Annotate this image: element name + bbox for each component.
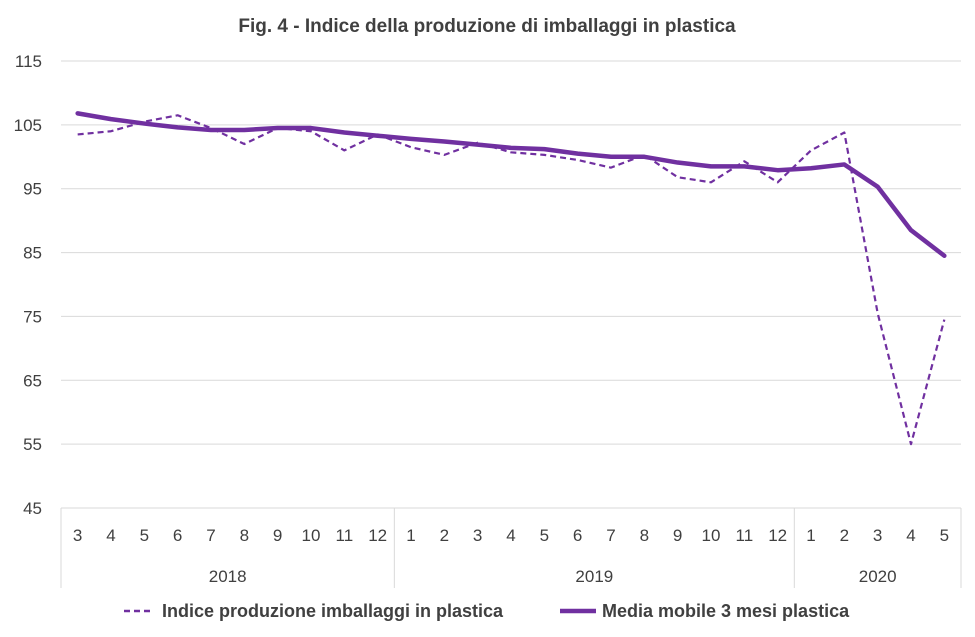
legend-label: Indice produzione imballaggi in plastica [162, 601, 504, 621]
y-tick-label: 65 [23, 371, 42, 390]
x-tick-label: 5 [940, 526, 949, 545]
gridlines [61, 60, 961, 509]
x-tick-label: 12 [368, 526, 387, 545]
series-lines [75, 111, 947, 446]
moving-average-series-line [75, 111, 947, 259]
x-tick-label: 7 [206, 526, 215, 545]
x-tick-label: 10 [302, 526, 321, 545]
x-tick-label: 4 [906, 526, 915, 545]
x-tick-label: 4 [106, 526, 115, 545]
x-tick-label: 12 [768, 526, 787, 545]
x-tick-label: 2 [440, 526, 449, 545]
year-group-label: 2019 [575, 567, 613, 586]
year-group-label: 2020 [859, 567, 897, 586]
y-tick-label: 95 [23, 180, 42, 199]
legend-label: Media mobile 3 mesi plastica [602, 601, 850, 621]
x-tick-label: 3 [873, 526, 882, 545]
x-tick-label: 1 [406, 526, 415, 545]
x-tick-label: 8 [240, 526, 249, 545]
x-tick-label: 5 [540, 526, 549, 545]
x-tick-label: 3 [473, 526, 482, 545]
x-tick-label: 2 [840, 526, 849, 545]
legend: Indice produzione imballaggi in plastica… [124, 601, 850, 621]
x-tick-label: 11 [336, 526, 354, 545]
x-tick-label: 10 [702, 526, 721, 545]
x-tick-label: 4 [506, 526, 515, 545]
x-tick-label: 5 [140, 526, 149, 545]
y-tick-label: 115 [15, 52, 42, 71]
year-group-label: 2018 [209, 567, 247, 586]
index-series-line [77, 114, 946, 446]
y-tick-label: 45 [23, 499, 42, 518]
x-tick-label: 6 [573, 526, 582, 545]
x-tick-label: 6 [173, 526, 182, 545]
y-tick-label: 85 [23, 244, 42, 263]
y-tick-label: 105 [14, 116, 42, 135]
x-tick-label: 9 [673, 526, 682, 545]
x-tick-label: 3 [73, 526, 82, 545]
y-tick-label: 55 [23, 435, 42, 454]
y-tick-label: 75 [23, 307, 42, 326]
chart-title: Fig. 4 - Indice della produzione di imba… [238, 16, 736, 37]
x-tick-label: 8 [640, 526, 649, 545]
x-tick-label: 1 [806, 526, 815, 545]
x-tick-label: 11 [736, 526, 754, 545]
x-tick-label: 7 [606, 526, 615, 545]
x-tick-label: 9 [273, 526, 282, 545]
